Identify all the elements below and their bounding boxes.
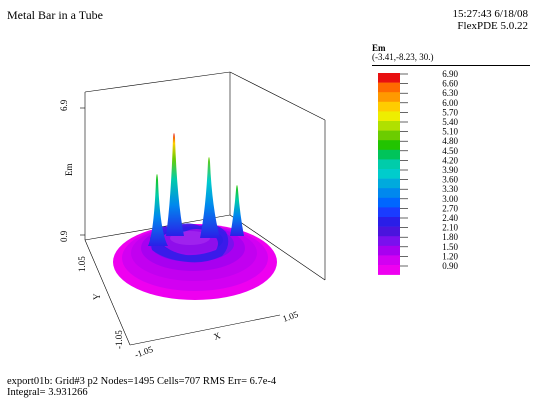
legend-divider [372, 65, 530, 66]
legend-value: 1.80 [442, 232, 458, 242]
legend-swatch [378, 159, 400, 170]
legend-value: 4.20 [442, 155, 458, 165]
peak-back-right [230, 185, 244, 236]
timestamp-block: 15:27:43 6/18/08 FlexPDE 5.0.22 [453, 8, 528, 32]
legend-swatch [378, 111, 400, 122]
legend-value: 5.70 [442, 107, 458, 117]
plot-title: Metal Bar in a Tube [7, 8, 103, 22]
peak-right [200, 157, 220, 238]
y-axis-max-label: 1.05 [77, 256, 87, 272]
x-axis-max-label: 1.05 [281, 309, 300, 324]
legend-value: 1.20 [442, 251, 458, 261]
legend-swatch [378, 149, 400, 160]
legend-value: 4.80 [442, 136, 458, 146]
legend-value: 3.60 [442, 175, 458, 185]
z-axis-ticks [80, 107, 85, 236]
y-axis-min-label: -1.05 [114, 330, 124, 349]
peak-left [148, 174, 168, 246]
legend-value: 1.50 [442, 242, 458, 252]
color-legend: 6.906.606.306.005.705.405.104.804.504.20… [378, 69, 459, 275]
legend-swatch [378, 92, 400, 103]
legend-swatch [378, 188, 400, 199]
legend-swatch [378, 169, 400, 179]
legend-value: 6.00 [442, 98, 458, 108]
legend-value: 2.10 [442, 223, 458, 233]
plot-box [84, 71, 326, 346]
legend-swatch [378, 255, 400, 266]
legend-swatch [378, 265, 400, 275]
legend-swatch [378, 197, 400, 208]
footer-grid-info: export01b: Grid#3 p2 Nodes=1495 Cells=70… [7, 376, 277, 387]
legend-value: 3.00 [442, 194, 458, 204]
legend-swatch [378, 178, 400, 189]
footer-info: export01b: Grid#3 p2 Nodes=1495 Cells=70… [7, 376, 276, 398]
legend-swatch [378, 121, 400, 131]
legend-swatch [378, 130, 400, 141]
x-axis-label: X [212, 330, 222, 342]
surface-peaks [148, 133, 244, 246]
x-axis-min-label: -1.05 [133, 344, 155, 360]
legend-swatch [378, 101, 400, 112]
legend-value: 0.90 [442, 261, 458, 271]
legend-value: 5.10 [442, 127, 458, 137]
legend-value: 6.30 [442, 88, 458, 98]
legend-value: 4.50 [442, 146, 458, 156]
legend-value: 3.30 [442, 184, 458, 194]
legend-value: 6.60 [442, 79, 458, 89]
peak-center [166, 133, 184, 236]
legend-value: 2.70 [442, 203, 458, 213]
legend-variable: Em [372, 43, 386, 53]
footer-integral: Integral= 3.931266 [7, 387, 88, 398]
legend-swatch [378, 245, 400, 256]
legend-swatch [378, 82, 400, 93]
software-version: FlexPDE 5.0.22 [457, 20, 528, 32]
z-axis-top-label: 6.9 [59, 99, 69, 111]
legend-swatch [378, 217, 400, 227]
timestamp: 15:27:43 6/18/08 [452, 8, 528, 20]
legend-swatch [378, 140, 400, 151]
legend-value: 2.40 [442, 213, 458, 223]
legend-value: 6.90 [442, 69, 458, 79]
legend-value: 5.40 [442, 117, 458, 127]
legend-swatch [378, 73, 400, 83]
legend-view-point: (-3.41,-8.23, 30.) [372, 52, 434, 62]
legend-swatch [378, 236, 400, 247]
legend-value: 3.90 [442, 165, 458, 175]
legend-swatch [378, 226, 400, 237]
z-axis-label: Em [64, 164, 74, 177]
z-axis-bottom-label: 0.9 [59, 230, 69, 242]
y-axis-label: Y [92, 293, 102, 300]
legend-swatch [378, 207, 400, 218]
